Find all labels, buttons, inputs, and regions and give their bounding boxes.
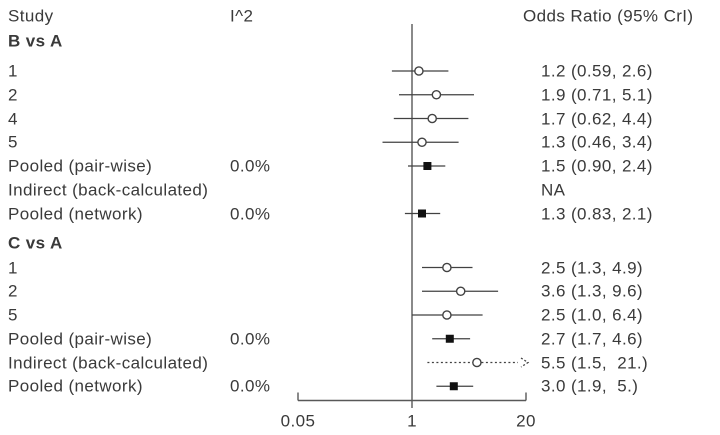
odds-ratio-value: 1.5 (0.90, 2.4) — [541, 156, 653, 176]
odds-ratio-value: 1.3 (0.83, 2.1) — [541, 204, 653, 223]
odds-ratio-value: 1.9 (0.71, 5.1) — [541, 85, 653, 105]
odds-ratio-value: 1.3 (0.46, 3.4) — [541, 132, 653, 152]
column-header-odds-ratio: Odds Ratio (95% CrI) — [523, 6, 694, 26]
study-label: Pooled (network) — [8, 376, 143, 396]
x-axis-tick-label: 1 — [407, 411, 417, 431]
study-label: 5 — [8, 132, 18, 152]
study-estimate-marker-circle — [431, 89, 442, 100]
pooled-estimate-marker-square — [418, 209, 426, 218]
odds-ratio-value: 2.5 (1.3, 4.9) — [541, 258, 643, 277]
i2-value: 0.0% — [230, 156, 271, 176]
odds-ratio-value: 2.5 (1.0, 6.4) — [541, 305, 643, 325]
study-estimate-marker-circle — [442, 262, 452, 273]
x-axis-tick-label: 20 — [516, 411, 536, 431]
x-axis-tick-label: 0.05 — [280, 411, 316, 431]
study-label: Pooled (pair-wise) — [8, 156, 153, 176]
study-estimate-marker-circle — [455, 286, 466, 297]
study-label: Indirect (back-calculated) — [8, 180, 209, 200]
study-estimate-marker-circle — [414, 66, 424, 76]
odds-ratio-value: NA — [541, 180, 566, 200]
pooled-estimate-marker-square — [445, 334, 454, 343]
study-label: 1 — [8, 258, 18, 277]
i2-value: 0.0% — [230, 204, 271, 223]
odds-ratio-value: 3.0 (1.9, 5.) — [541, 376, 639, 396]
study-label: 5 — [8, 305, 18, 325]
study-estimate-marker-circle — [427, 113, 438, 124]
study-label: Pooled (pair-wise) — [8, 329, 153, 349]
study-label: Pooled (network) — [8, 204, 143, 223]
i2-value: 0.0% — [230, 376, 271, 396]
odds-ratio-value: 1.2 (0.59, 2.6) — [541, 61, 653, 81]
column-header-study: Study — [8, 6, 54, 26]
pooled-estimate-marker-square — [449, 382, 458, 391]
study-label: 4 — [8, 109, 18, 128]
ci-arrow-right-icon — [520, 357, 530, 368]
study-label: 2 — [8, 281, 18, 301]
column-header-i2: I^2 — [230, 6, 254, 26]
study-label: 1 — [8, 61, 18, 81]
study-label: Indirect (back-calculated) — [8, 353, 209, 372]
odds-ratio-value: 2.7 (1.7, 4.6) — [541, 329, 643, 349]
i2-value: 0.0% — [230, 329, 271, 349]
group-label: C vs A — [8, 233, 63, 253]
odds-ratio-value: 1.7 (0.62, 4.4) — [541, 109, 653, 128]
group-label: B vs A — [8, 31, 63, 51]
study-label: 2 — [8, 85, 18, 105]
study-estimate-marker-circle — [442, 310, 452, 320]
pooled-estimate-marker-square — [423, 162, 432, 170]
odds-ratio-value: 3.6 (1.3, 9.6) — [541, 281, 643, 301]
study-estimate-marker-circle — [417, 137, 427, 148]
odds-ratio-value: 5.5 (1.5, 21.) — [541, 353, 649, 372]
study-estimate-marker-circle — [472, 357, 482, 368]
